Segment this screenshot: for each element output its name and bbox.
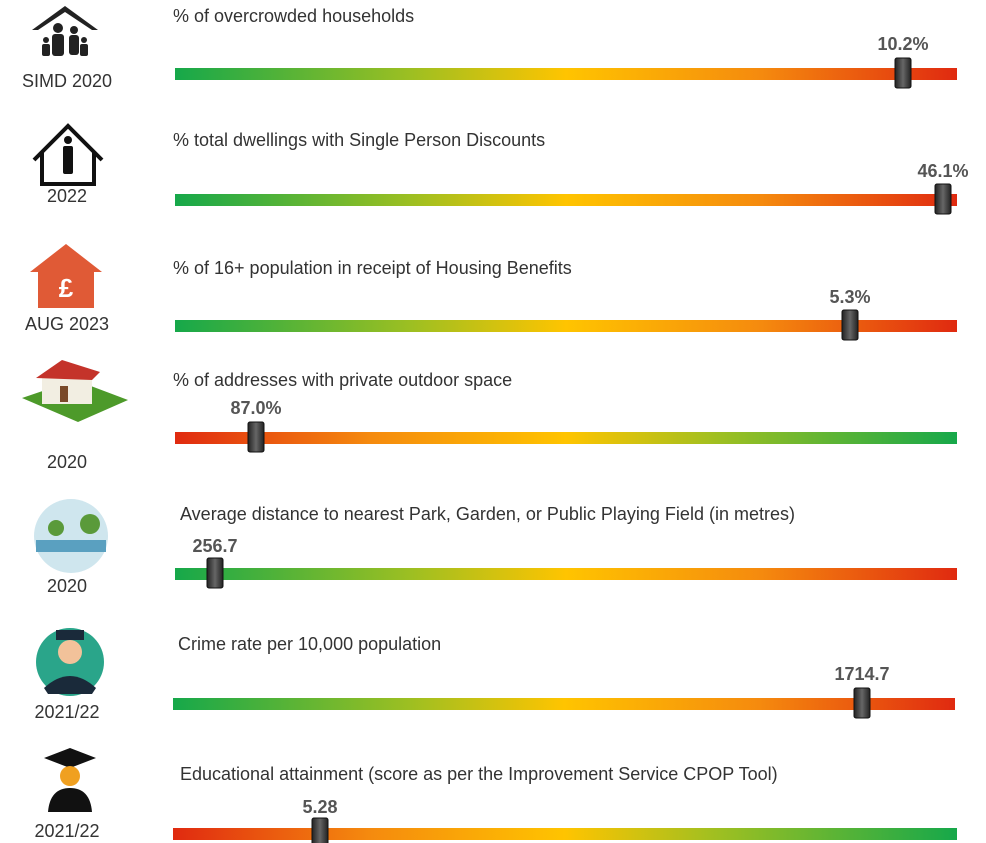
value-label: 46.1% xyxy=(917,161,968,181)
gauge-bar xyxy=(175,194,957,206)
gauge-bar xyxy=(175,320,957,332)
icon-benefit-house: £ xyxy=(30,244,102,308)
gauge-bar xyxy=(175,568,957,580)
indicator-title: Average distance to nearest Park, Garden… xyxy=(180,504,795,524)
year-label: 2022 xyxy=(47,186,87,206)
gauge-marker xyxy=(206,557,224,589)
icon-garden-house xyxy=(22,360,128,422)
value-label: 256.7 xyxy=(192,536,237,556)
indicator-title: % of overcrowded households xyxy=(173,6,414,26)
gauge-marker xyxy=(894,57,912,89)
gauge-marker xyxy=(934,183,952,215)
gauge-marker xyxy=(841,309,859,341)
gauge-bar xyxy=(175,68,957,80)
indicator-title: Crime rate per 10,000 population xyxy=(178,634,441,654)
icon-single-person xyxy=(32,123,104,186)
value-label: 5.28 xyxy=(302,797,337,817)
value-label: 10.2% xyxy=(877,34,928,54)
year-label: 2021/22 xyxy=(34,821,99,841)
indicator-title: % of addresses with private outdoor spac… xyxy=(173,370,512,390)
gauge-bar xyxy=(175,432,957,444)
year-label: 2021/22 xyxy=(34,702,99,722)
year-label: 2020 xyxy=(47,452,87,472)
year-label: SIMD 2020 xyxy=(22,71,112,91)
gauge-marker xyxy=(311,817,329,843)
indicator-title: % total dwellings with Single Person Dis… xyxy=(173,130,545,150)
value-label: 87.0% xyxy=(230,398,281,418)
svg-text:£: £ xyxy=(59,273,74,303)
icon-park xyxy=(34,499,108,573)
indicator-title: Educational attainment (score as per the… xyxy=(180,764,778,784)
year-label: AUG 2023 xyxy=(25,314,109,334)
gauge-marker xyxy=(247,421,265,453)
icon-family xyxy=(32,6,98,56)
value-label: 1714.7 xyxy=(834,664,889,684)
gauge-bar xyxy=(173,828,957,840)
year-label: 2020 xyxy=(47,576,87,596)
icon-police xyxy=(36,628,104,696)
icon-graduate xyxy=(44,748,96,812)
gauge-bar xyxy=(173,698,955,710)
value-label: 5.3% xyxy=(829,287,870,307)
indicator-title: % of 16+ population in receipt of Housin… xyxy=(173,258,572,278)
gauge-marker xyxy=(853,687,871,719)
